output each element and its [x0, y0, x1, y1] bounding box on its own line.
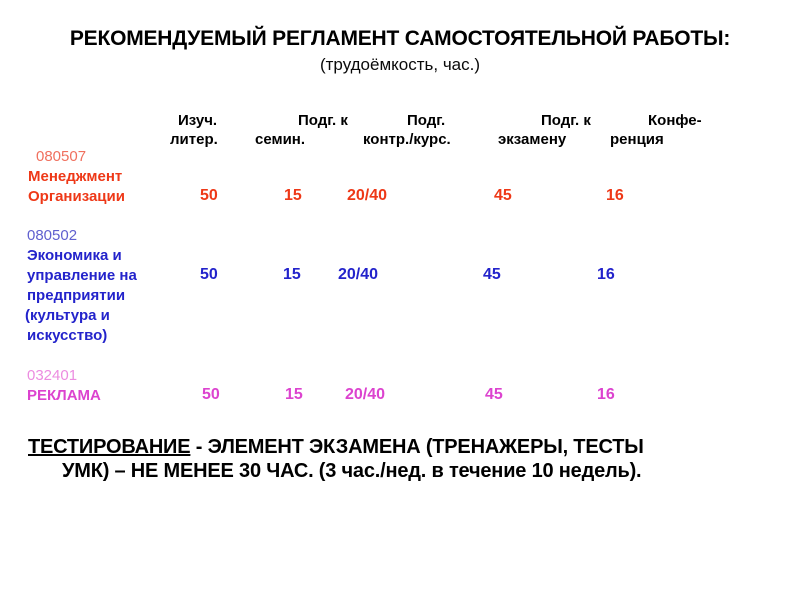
course-name-line: Экономика и	[27, 247, 122, 264]
cell-value: 20/40	[347, 187, 388, 204]
course-code: 080502	[27, 227, 78, 244]
cell-value: 16	[597, 266, 615, 283]
slide-title: РЕКОМЕНДУЕМЫЙ РЕГЛАМЕНТ САМОСТОЯТЕЛЬНОЙ …	[69, 27, 731, 50]
cell-value: 45	[483, 266, 501, 283]
course-name-line: искусство)	[27, 327, 108, 344]
col-header-5-line-1: Конфе-	[648, 112, 702, 129]
course-name-line: Организации	[28, 188, 125, 205]
cell-value: 50	[200, 187, 218, 204]
col-header-4-line-1: Подг. к	[541, 112, 591, 129]
cell-value: 50	[200, 266, 218, 283]
course-name-line: предприятии	[27, 287, 126, 304]
cell-value: 45	[485, 386, 503, 403]
cell-value: 45	[494, 187, 512, 204]
slide-subtitle: (трудоёмкость, час.)	[319, 55, 481, 74]
col-header-5-line-2: ренция	[610, 131, 664, 148]
cell-value: 16	[597, 386, 615, 403]
col-header-3-line-2: контр./курс.	[363, 131, 451, 148]
cell-value: 15	[284, 187, 302, 204]
footer-line-1-rest: - ЭЛЕМЕНТ ЭКЗАМЕНА (ТРЕНАЖЕРЫ, ТЕСТЫ	[190, 436, 644, 458]
col-header-3-line-1: Подг.	[407, 112, 446, 129]
course-name-line: управление на	[27, 267, 137, 284]
cell-value: 50	[202, 386, 220, 403]
footer-note-line-1: ТЕСТИРОВАНИЕ - ЭЛЕМЕНТ ЭКЗАМЕНА (ТРЕНАЖЕ…	[28, 436, 644, 459]
footer-term-underlined: ТЕСТИРОВАНИЕ	[28, 436, 191, 458]
course-name-line: РЕКЛАМА	[27, 387, 101, 404]
col-header-2-line-2: семин.	[255, 131, 306, 148]
col-header-1-line-1: Изуч.	[178, 112, 218, 129]
cell-value: 15	[285, 386, 303, 403]
footer-note-line-2: УМК) – НЕ МЕНЕЕ 30 ЧАС. (3 час./нед. в т…	[62, 460, 642, 482]
cell-value: 20/40	[338, 266, 379, 283]
col-header-2-line-1: Подг. к	[298, 112, 348, 129]
course-code: 032401	[27, 367, 78, 384]
cell-value: 20/40	[345, 386, 386, 403]
course-name-line: Менеджмент	[28, 168, 123, 185]
col-header-1-line-2: литер.	[170, 131, 218, 148]
col-header-4-line-2: экзамену	[498, 131, 567, 148]
cell-value: 15	[283, 266, 301, 283]
course-code: 080507	[36, 148, 87, 165]
cell-value: 16	[606, 187, 624, 204]
course-name-line: (культура и	[25, 307, 110, 324]
